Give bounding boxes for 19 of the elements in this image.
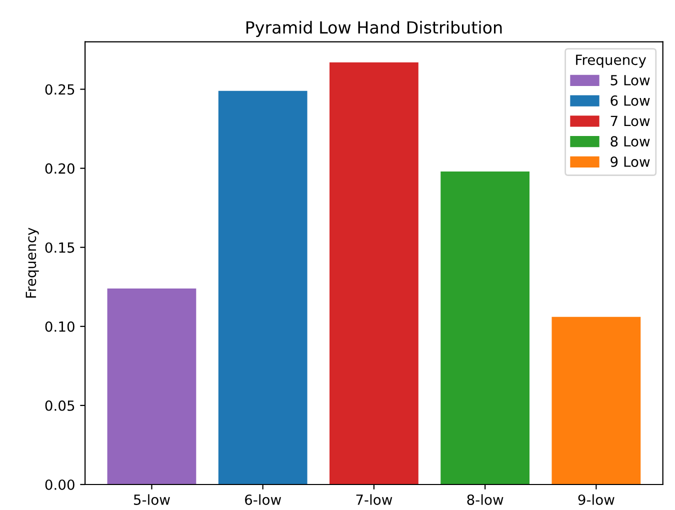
chart-title: Pyramid Low Hand Distribution	[246, 20, 502, 37]
legend-label: 7 Low	[610, 116, 650, 126]
x-tick-label: 6-low	[245, 494, 282, 505]
legend-title: Frequency	[576, 54, 646, 68]
legend-label: 8 Low	[610, 136, 650, 147]
x-tick-label: 8-low	[467, 494, 504, 505]
x-tick-label: 9-low	[578, 494, 614, 505]
legend-label: 9 Low	[610, 156, 650, 167]
x-tick-label: 7-low	[356, 494, 392, 505]
y-tick-label: 0.00	[45, 479, 74, 490]
legend-label: 6 Low	[610, 95, 650, 106]
y-tick-label: 0.15	[45, 242, 74, 253]
legend-label: 5 Low	[610, 75, 650, 86]
y-tick-label: 0.05	[45, 400, 74, 411]
y-tick-label: 0.25	[45, 84, 74, 95]
x-tick-label: 5-low	[134, 494, 170, 505]
y-tick-label: 0.10	[45, 321, 74, 332]
y-axis-title: Frequency	[26, 228, 39, 298]
y-tick-label: 0.20	[45, 163, 74, 174]
